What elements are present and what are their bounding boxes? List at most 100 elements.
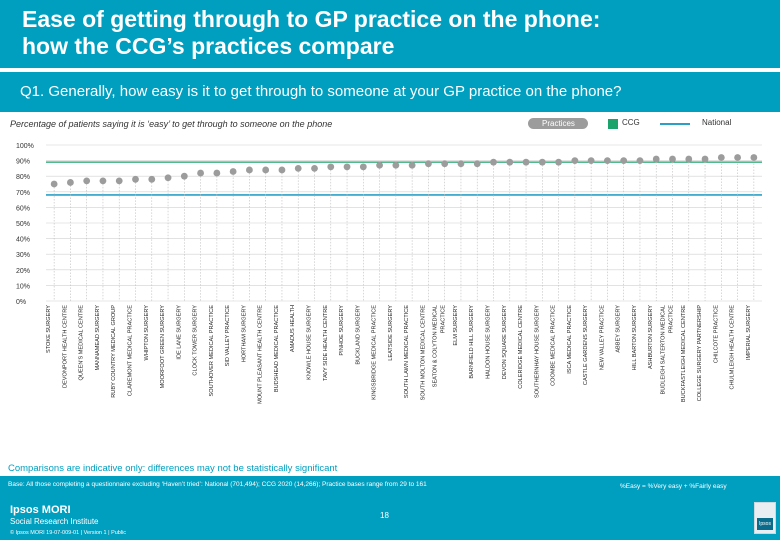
title-banner <box>0 0 780 68</box>
page-number: 18 <box>380 511 389 520</box>
category-label: LEATSIDE SURGERY <box>388 305 394 361</box>
category-label: SEATON & COLYTON MEDICAL <box>433 305 439 387</box>
practice-point <box>343 163 351 171</box>
category-label: MOUNT PLEASANT HEALTH CENTRE <box>258 305 264 404</box>
category-label: CLAREMONT MEDICAL PRACTICE <box>128 305 134 396</box>
practice-point <box>522 158 530 166</box>
category-label: SID VALLEY PRACTICE <box>225 305 231 367</box>
category-label: COLLEGE SURGERY PARTNERSHIP <box>697 305 703 402</box>
category-label: BARNFIELD HILL SURGERY <box>469 305 475 379</box>
title-line-1: Ease of getting through to GP practice o… <box>22 6 601 32</box>
practice-point <box>115 177 123 185</box>
category-label: NEW VALLEY PRACTICE <box>599 305 605 370</box>
category-label: DEVON SQUARE SURGERY <box>502 305 508 379</box>
practice-point <box>620 157 628 164</box>
category-label: SOUTHERNHAY HOUSE SURGERY <box>534 305 540 398</box>
practice-point <box>685 155 693 163</box>
practice-point <box>180 172 188 180</box>
category-label: HILL BARTON SURGERY <box>632 305 638 371</box>
category-label: SOUTH LAWN MEDICAL PRACTICE <box>404 305 410 398</box>
chart-legend: Practices CCG National <box>520 118 780 130</box>
practice-point <box>701 155 709 163</box>
practice-point <box>734 154 741 161</box>
y-tick-label: 70% <box>16 190 30 197</box>
category-label: ISCA MEDICAL PRACTICE <box>567 305 573 374</box>
practice-point <box>278 166 286 174</box>
category-label: CASTLE GARDENS SURGERY <box>583 305 589 385</box>
practice-point <box>197 169 204 177</box>
practice-point <box>473 160 481 168</box>
practice-point <box>164 174 172 182</box>
category-label: MOORFOOT GREEN SURGERY <box>160 305 166 389</box>
practice-point <box>148 175 156 183</box>
practice-point <box>750 154 758 161</box>
practice-point <box>636 157 644 164</box>
category-label: AMADUS HEALTH <box>290 305 296 352</box>
category-label: WHIPTON SURGERY <box>144 305 150 361</box>
y-tick-label: 40% <box>16 237 30 244</box>
category-label: BUDLEIGH SALTERTON MEDICAL <box>661 305 667 395</box>
category-label: SOUTH MOLTON MEDICAL CENTRE <box>420 305 426 401</box>
practice-point <box>132 175 139 183</box>
practice-point <box>408 161 416 169</box>
practice-point <box>246 166 253 174</box>
practice-point <box>50 180 58 188</box>
category-label: STOKE SURGERY <box>46 305 52 353</box>
category-label: BUCKFASTLEIGH MEDICAL CENTRE <box>681 305 687 402</box>
legend-practices: Practices <box>528 118 588 129</box>
y-tick-label: 80% <box>16 174 30 181</box>
y-tick-label: 10% <box>16 283 30 290</box>
category-label: TAVY SIDE HEALTH CENTRE <box>323 305 329 381</box>
y-tick-label: 90% <box>16 159 30 166</box>
y-tick-label: 100% <box>16 143 34 150</box>
practice-point <box>376 161 383 169</box>
category-label: IDE LANE SURGERY <box>176 305 182 360</box>
practice-point <box>392 161 400 169</box>
practice-point <box>311 165 318 172</box>
category-label: KNOWLE HOUSE SURGERY <box>307 305 313 380</box>
y-tick-label: 0% <box>16 299 26 306</box>
category-label: COOMBE MEDICAL PRACTICE <box>551 305 557 386</box>
practice-point <box>571 157 579 164</box>
category-label: MANNAMEAD SURGERY <box>95 305 101 371</box>
logo-subtitle: Social Research Institute <box>10 517 99 526</box>
practice-point <box>359 163 367 171</box>
category-label: PRACTICE <box>669 305 675 334</box>
category-label: CLOCK TOWER SURGERY <box>193 305 199 376</box>
category-label: BUDSHEAD MEDICAL PRACTICE <box>274 305 280 392</box>
practice-point <box>604 157 611 164</box>
category-label: KINGSBRIDGE MEDICAL PRACTICE <box>372 305 378 400</box>
practice-point <box>67 179 74 186</box>
legend-ccg-swatch <box>608 119 618 129</box>
category-label: PINHOE SURGERY <box>339 305 345 356</box>
legend-national-swatch <box>660 123 690 125</box>
category-label: SOUTHOVER MEDICAL PRACTICE <box>209 305 215 397</box>
practice-point <box>229 168 237 175</box>
category-label: HORTHAM SURGERY <box>241 305 247 363</box>
category-label: RUBY COUNTRY MEDICAL GROUP <box>111 305 117 398</box>
category-label: ABBEY SURGERY <box>616 305 622 353</box>
category-label: BUCKLAND SURGERY <box>355 305 361 365</box>
practice-point <box>457 160 465 168</box>
page-title: Ease of getting through to GP practice o… <box>22 6 762 60</box>
practice-point <box>262 166 270 174</box>
category-label: DEVONPORT HEALTH CENTRE <box>62 305 68 388</box>
practice-point <box>441 160 449 168</box>
comparison-note: Comparisons are indicative only: differe… <box>8 463 338 474</box>
practice-point <box>213 169 221 177</box>
practice-point <box>652 155 660 163</box>
practice-point <box>327 163 335 171</box>
legend-national-label: National <box>702 118 732 127</box>
ipsos-badge-label: Ipsos <box>757 518 773 530</box>
footer-info: © Ipsos MORI 19-07-009-01 | Version 1 | … <box>10 530 127 536</box>
practice-chart: 0% 10% 20% 30% 40% 50% 60% 70% 80% 90% 100% STOKE S… <box>16 143 762 404</box>
category-label: PRACTICE <box>441 305 447 334</box>
y-tick-label: 50% <box>16 221 30 228</box>
practice-point <box>555 158 562 166</box>
practice-point <box>506 158 514 166</box>
category-label: COLERIDGE MEDICAL CENTRE <box>518 305 524 389</box>
question-banner <box>0 72 780 112</box>
practice-point <box>538 158 546 166</box>
ipsos-badge-icon: Ipsos <box>754 502 776 534</box>
y-tick-label: 30% <box>16 252 30 259</box>
